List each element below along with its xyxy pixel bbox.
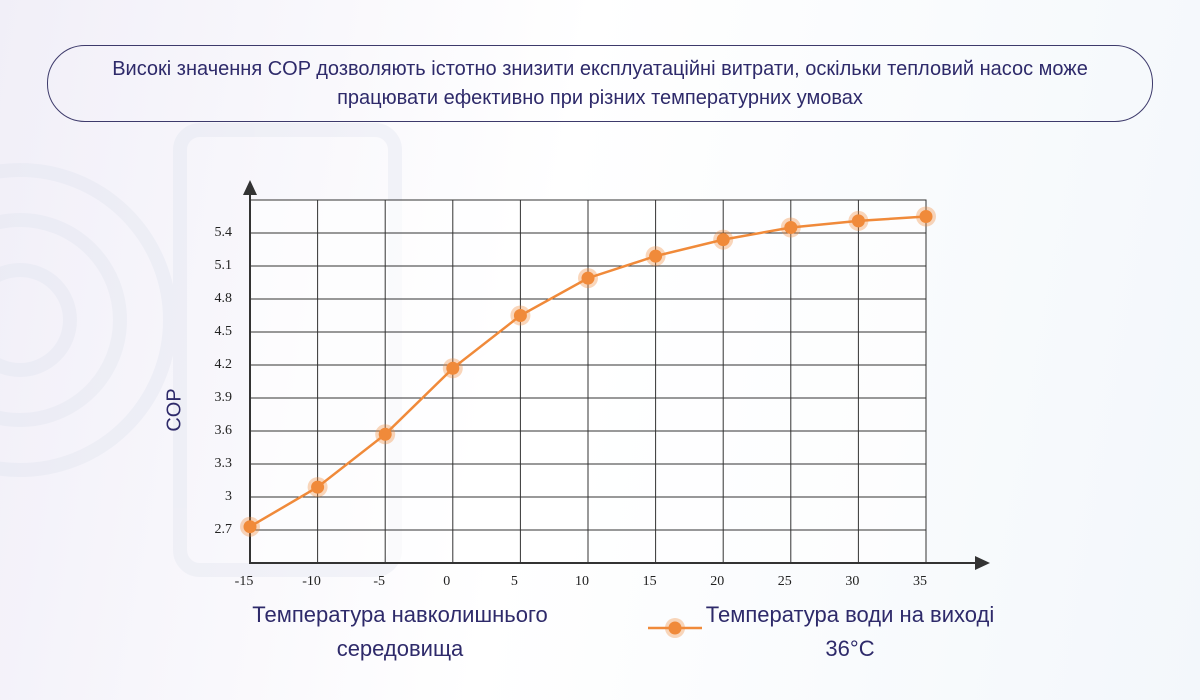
point: [716, 233, 730, 247]
y-tick-label: 5.4: [215, 225, 233, 240]
x-tick-label: -10: [302, 574, 321, 589]
x-tick-label: 30: [845, 574, 859, 589]
y-tick-label: 2.7: [215, 522, 233, 537]
x-tick-label: 0: [443, 574, 450, 589]
x-tick-label: 20: [710, 574, 724, 589]
x-tick-label: 10: [575, 574, 589, 589]
point: [378, 427, 392, 441]
point: [513, 309, 527, 322]
point: [851, 214, 865, 228]
point: [581, 271, 595, 285]
decor: [0, 123, 402, 577]
y-tick-label: 4.5: [215, 324, 233, 339]
axes: [249, 185, 980, 564]
legend-swatch-point: [668, 621, 682, 635]
point: [446, 361, 460, 375]
y-tick-label: 3.9: [215, 390, 233, 405]
point: [919, 210, 933, 223]
legend-label: Температура води на виході 36°C: [705, 602, 995, 661]
axis-arrow: [243, 180, 257, 195]
point: [311, 480, 325, 494]
x-tick-label: -5: [373, 574, 385, 589]
point: [649, 249, 663, 263]
x-axis-label: Температура навколишнього середовища: [252, 602, 548, 661]
y-tick-label: 3: [225, 489, 232, 504]
point: [784, 221, 798, 234]
x-tick-label: 15: [643, 574, 657, 589]
y-tick-label: 3.6: [215, 423, 233, 438]
axis-arrow: [975, 556, 990, 570]
x-tick-label: 5: [511, 574, 518, 589]
x-tick-label: 35: [913, 574, 927, 589]
point: [243, 520, 257, 534]
x-tick-label: -15: [235, 574, 254, 589]
y-tick-label: 4.2: [215, 357, 233, 372]
x-tick-label: 25: [778, 574, 792, 589]
caption: Високі значення COP дозволяють істотно з…: [47, 45, 1153, 122]
y-tick-label: 4.8: [215, 291, 233, 306]
y-axis-label: COP: [163, 388, 185, 431]
y-tick-label: 5.1: [215, 258, 233, 273]
y-tick-label: 3.3: [215, 456, 233, 471]
